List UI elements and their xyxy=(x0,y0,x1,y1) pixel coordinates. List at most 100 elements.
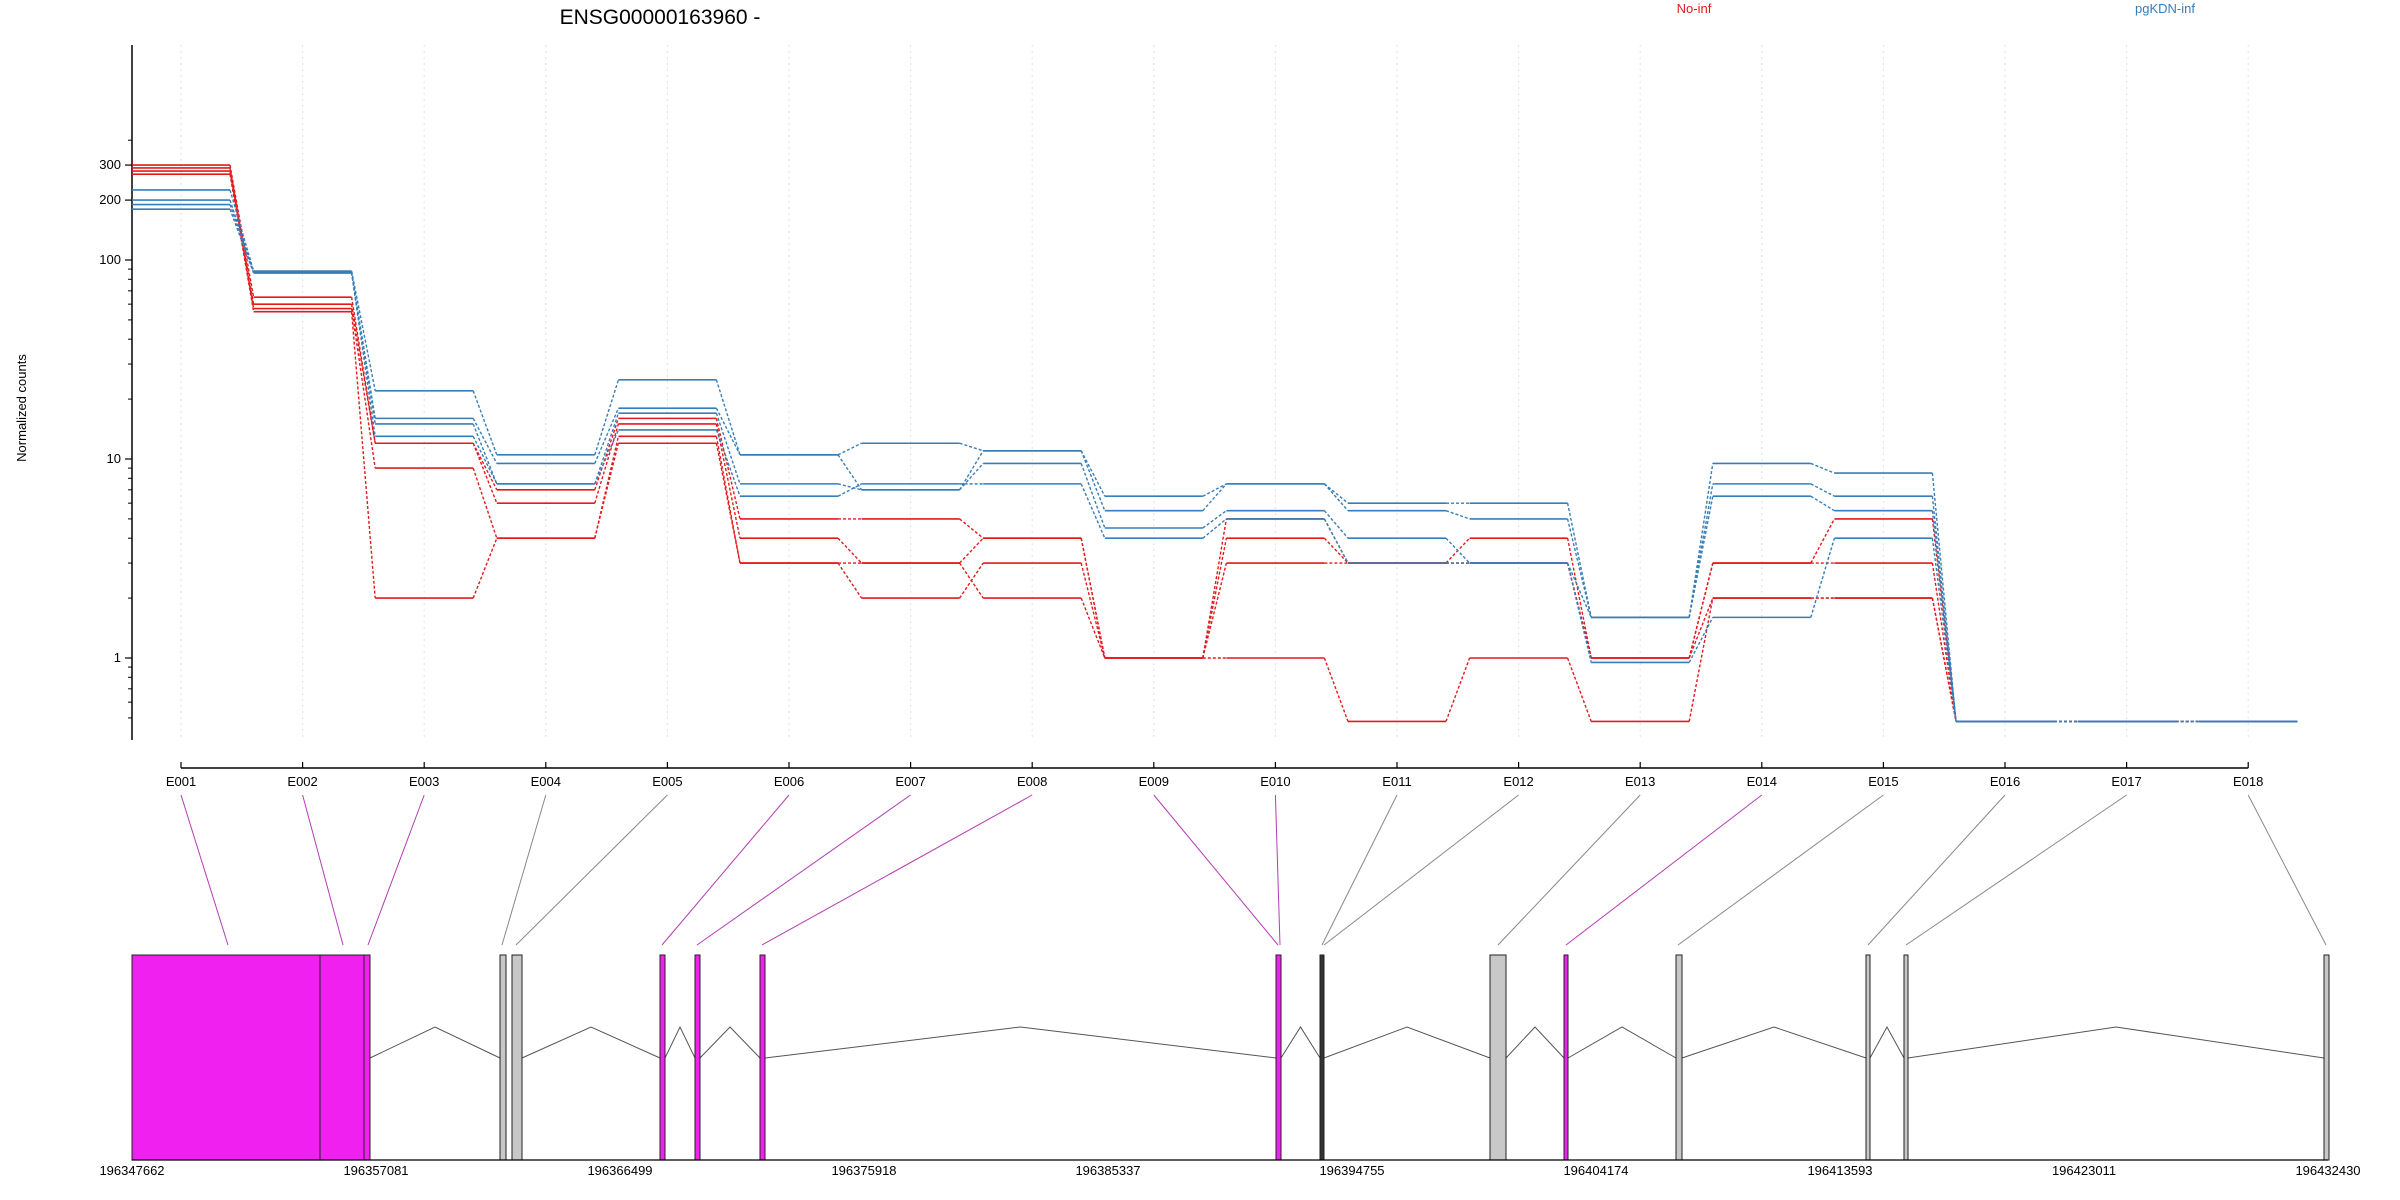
x-tick-label: E014 xyxy=(1747,774,1777,789)
exon-box xyxy=(2323,954,2330,1161)
exon-box xyxy=(363,954,371,1161)
series-pgkdn-inf xyxy=(132,199,2298,723)
y-tick-label: 1 xyxy=(114,650,121,665)
exon-box xyxy=(319,954,366,1161)
exon-connector-segment xyxy=(1445,657,1471,722)
series-no-inf xyxy=(132,173,2298,723)
exon-connector-line xyxy=(180,794,229,946)
exon-connector-segment xyxy=(1810,462,1835,474)
exon-connector-segment xyxy=(1323,657,1349,722)
exon-connector-line xyxy=(1905,794,2127,946)
x-tick-label: E013 xyxy=(1625,774,1655,789)
intron-line xyxy=(369,1026,501,1059)
legend-pgkdn-inf: pgKDN-inf xyxy=(2135,1,2195,16)
exon-connector-segment xyxy=(715,412,741,485)
exon-connector-line xyxy=(1274,794,1281,946)
exon-connector-segment xyxy=(1323,510,1349,539)
exon-connector-segment xyxy=(715,429,741,497)
exon-connector-segment xyxy=(1688,496,1714,618)
exon-connector-segment xyxy=(1566,562,1592,663)
exon-connector-segment xyxy=(229,170,255,309)
exon-connector-segment xyxy=(229,167,255,305)
exon-connector-segment xyxy=(1688,597,1714,722)
exon-connector-segment xyxy=(1931,597,1957,722)
intron-line xyxy=(764,1026,1277,1059)
series-lines xyxy=(132,164,2298,723)
y-tick-label: 10 xyxy=(107,451,121,466)
exon-connector-segment xyxy=(1931,472,1957,722)
exon-connector-line xyxy=(501,794,547,946)
exon-box xyxy=(1319,954,1325,1161)
exon-connector-segment xyxy=(1080,562,1106,659)
exon-connector-segment xyxy=(1202,483,1227,497)
intron-line xyxy=(664,1025,696,1059)
exon-connectors xyxy=(180,794,2327,946)
genomic-coordinate-label: 196347662 xyxy=(99,1163,164,1178)
intron-line xyxy=(1567,1026,1677,1059)
exon-connector-segment xyxy=(959,537,984,564)
exon-connector-segment xyxy=(1202,538,1228,659)
exon-connector-segment xyxy=(1080,538,1106,659)
y-tick-label: 300 xyxy=(99,157,121,172)
exon-connector-line xyxy=(2247,794,2327,946)
exon-connector-segment xyxy=(1445,510,1470,520)
exon-connector-line xyxy=(761,794,1033,946)
exon-connector-segment xyxy=(229,208,255,274)
x-tick-label: E004 xyxy=(531,774,561,789)
exon-connector-line xyxy=(515,794,668,946)
exon-connector-segment xyxy=(472,418,498,464)
series-no-inf xyxy=(132,170,2298,723)
exon-connector-segment xyxy=(594,412,620,485)
exon-connector-segment xyxy=(837,562,863,599)
exon-connector-segment xyxy=(472,537,498,599)
intron-line xyxy=(1280,1026,1321,1059)
exon-connector-segment xyxy=(715,418,741,520)
x-tick-label: E008 xyxy=(1017,774,1047,789)
exon-connector-segment xyxy=(1202,518,1228,659)
grid xyxy=(180,45,2249,740)
exon-connector-segment xyxy=(594,379,620,455)
exon-connector-segment xyxy=(715,443,741,564)
exon-box xyxy=(694,954,701,1161)
x-tick-label: E006 xyxy=(774,774,804,789)
exon-connector-line xyxy=(1497,794,1641,946)
exon-box xyxy=(1903,954,1909,1161)
exon-connector-segment xyxy=(1323,483,1349,512)
series-pgkdn-inf xyxy=(132,203,2298,723)
exon-box xyxy=(759,954,766,1161)
exon-connector-line xyxy=(1323,794,1519,946)
gene-model: 196347662 196357081 196366499 196375918 1963… xyxy=(99,954,2361,1178)
x-tick-label: E002 xyxy=(287,774,317,789)
x-tick-label: E018 xyxy=(2233,774,2263,789)
x-axis: E001 E002 E003 E004 E005 E006 E007 E008 E009 E010… xyxy=(166,762,2263,789)
exon-connector-segment xyxy=(715,423,741,539)
exon-box xyxy=(1489,954,1507,1161)
exon-box xyxy=(131,954,321,1161)
exon-connector-segment xyxy=(959,518,984,539)
exon-connector-segment xyxy=(594,407,620,464)
exon-connector-segment xyxy=(1323,537,1349,564)
exon-connector-segment xyxy=(229,204,255,273)
genomic-coordinate-label: 196394755 xyxy=(1319,1163,1384,1178)
exon-connector-segment xyxy=(472,436,498,485)
exon-connector-segment xyxy=(229,174,255,312)
y-axis-label: Normalized counts xyxy=(14,354,29,462)
exon-box xyxy=(499,954,507,1161)
exon-connector-segment xyxy=(472,423,498,485)
exon-connector-segment xyxy=(1931,496,1957,722)
exon-connector-segment xyxy=(472,442,498,504)
x-tick-label: E001 xyxy=(166,774,196,789)
exon-connector-segment xyxy=(1688,463,1714,618)
intron-line xyxy=(1323,1026,1491,1059)
exon-connector-segment xyxy=(1202,483,1227,512)
exon-connector-segment xyxy=(472,442,498,491)
y-tick-label: 100 xyxy=(99,252,121,267)
exon-box xyxy=(659,954,666,1161)
exon-connector-line xyxy=(1867,794,2006,946)
exon-connector-line xyxy=(1153,794,1279,946)
exon-connector-segment xyxy=(1202,562,1228,659)
intron-line xyxy=(1681,1026,1867,1059)
exon-connector-segment xyxy=(1810,495,1835,512)
y-tick-label: 200 xyxy=(99,192,121,207)
